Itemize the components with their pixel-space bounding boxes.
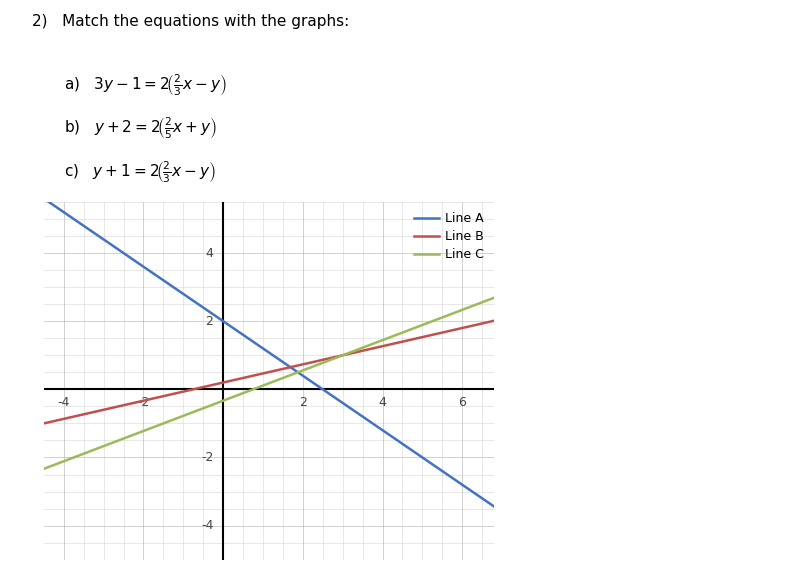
Text: 2: 2 [206, 314, 214, 328]
Text: a)   $3y - 1 = 2\!\left(\frac{2}{3}x - y\right)$: a) $3y - 1 = 2\!\left(\frac{2}{3}x - y\r… [64, 72, 226, 98]
Text: c)   $y + 1 = 2\!\left(\frac{2}{3}x - y\right)$: c) $y + 1 = 2\!\left(\frac{2}{3}x - y\ri… [64, 159, 216, 185]
Text: -2: -2 [137, 396, 150, 409]
Text: 6: 6 [458, 396, 466, 409]
Text: 4: 4 [379, 396, 387, 409]
Text: -4: -4 [201, 519, 214, 532]
Text: 4: 4 [206, 246, 214, 260]
Text: -4: -4 [57, 396, 70, 409]
Text: 2)   Match the equations with the graphs:: 2) Match the equations with the graphs: [32, 14, 349, 29]
Text: -2: -2 [201, 451, 214, 464]
Text: 2: 2 [299, 396, 307, 409]
Text: b)   $y + 2 = 2\!\left(\frac{2}{5}x + y\right)$: b) $y + 2 = 2\!\left(\frac{2}{5}x + y\ri… [64, 115, 217, 141]
Legend: Line A, Line B, Line C: Line A, Line B, Line C [410, 208, 488, 265]
